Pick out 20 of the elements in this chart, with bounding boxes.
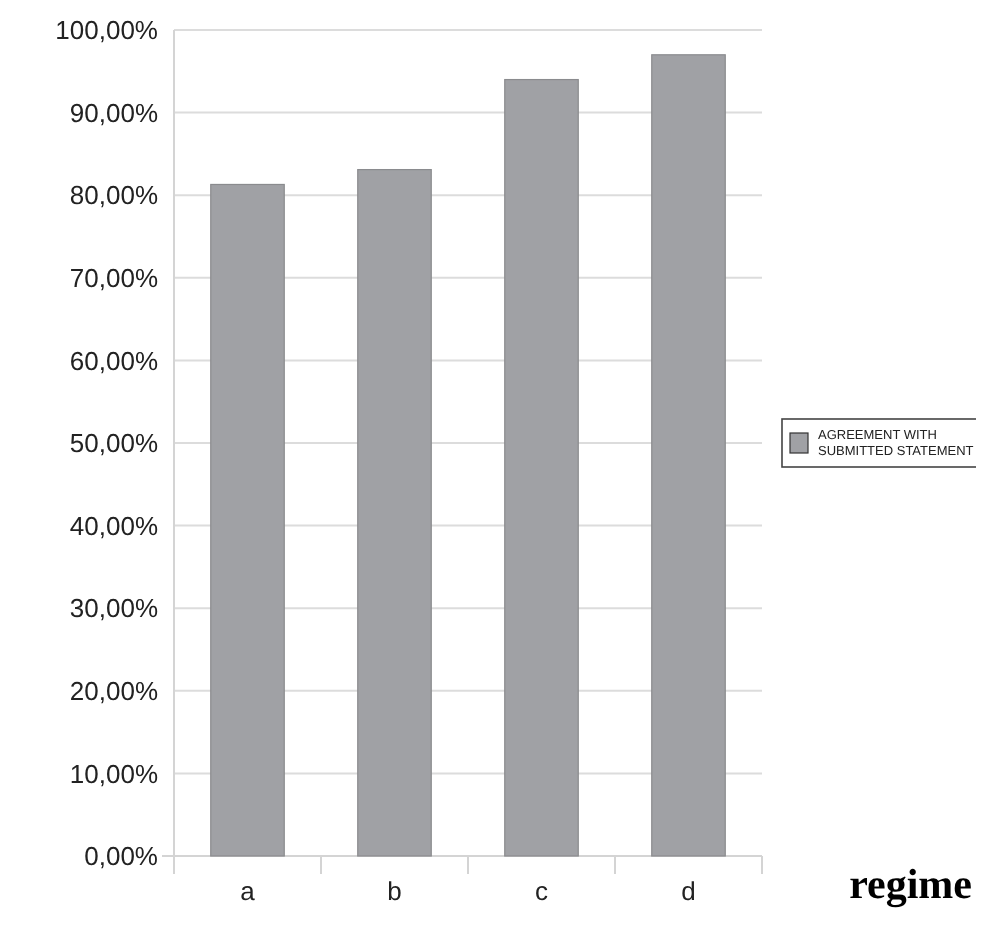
y-tick-label: 100,00% [55, 15, 159, 46]
x-axis-title: regime [849, 860, 972, 908]
bar [651, 54, 726, 857]
y-tick-label: 50,00% [69, 428, 159, 459]
bar [504, 78, 579, 857]
y-tick-label: 80,00% [69, 180, 159, 211]
y-tick-label: 70,00% [69, 262, 159, 293]
bar [210, 183, 285, 857]
x-tick-label: b [387, 876, 402, 906]
x-tick-label: c [535, 876, 549, 906]
y-tick-label: 10,00% [69, 758, 159, 789]
y-tick-label: 60,00% [69, 345, 159, 376]
y-tick-label: 20,00% [69, 675, 159, 706]
y-tick-label: 30,00% [69, 593, 159, 624]
bar [357, 168, 432, 857]
y-tick-label: 90,00% [69, 97, 159, 128]
x-tick-label: a [240, 876, 257, 906]
x-tick-label: d [681, 876, 696, 906]
y-tick-label: 40,00% [69, 510, 159, 541]
y-tick-label: 0,00% [84, 841, 159, 872]
